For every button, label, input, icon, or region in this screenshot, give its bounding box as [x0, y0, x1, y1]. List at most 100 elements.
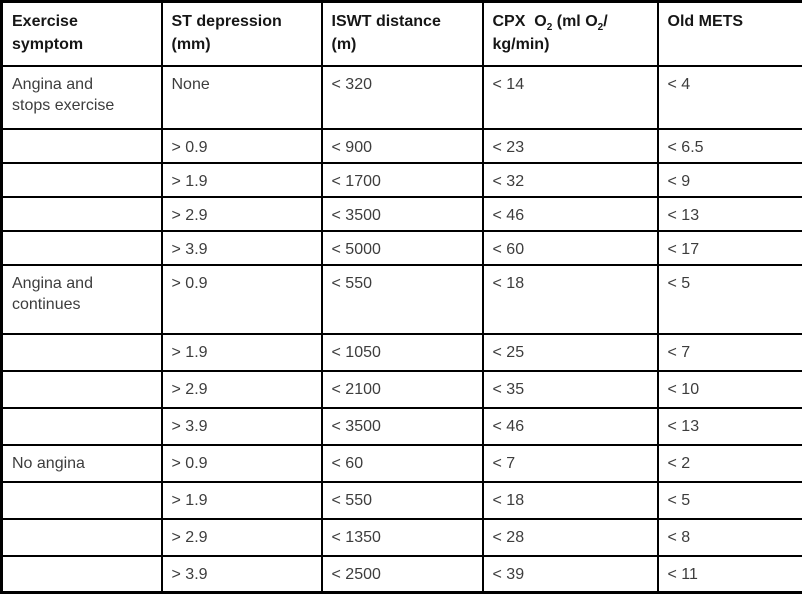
- cpx-o2-cell: < 18: [481, 263, 659, 335]
- st-depression-cell: > 3.9: [160, 554, 323, 594]
- cpx-o2-cell: < 25: [481, 332, 659, 372]
- table-row: > 2.9 < 2100 < 35 < 10: [0, 369, 802, 409]
- symptom-cell: Angina and stops exercise: [0, 64, 163, 130]
- st-depression-cell: > 1.9: [160, 480, 323, 520]
- table-row: > 3.9 < 2500 < 39 < 11: [0, 554, 802, 594]
- header-iswt-distance: ISWT distance (m): [320, 0, 484, 67]
- iswt-distance-cell: < 3500: [320, 406, 484, 446]
- old-mets-cell: < 13: [656, 195, 802, 232]
- cpx-o2-cell: < 18: [481, 480, 659, 520]
- st-depression-cell: > 2.9: [160, 369, 323, 409]
- st-depression-cell: > 2.9: [160, 517, 323, 557]
- iswt-distance-cell: < 60: [320, 443, 484, 483]
- iswt-distance-cell: < 1350: [320, 517, 484, 557]
- table-row: No angina > 0.9 < 60 < 7 < 2: [0, 443, 802, 483]
- old-mets-cell: < 9: [656, 161, 802, 198]
- st-depression-cell: > 3.9: [160, 406, 323, 446]
- symptom-cell: [0, 480, 163, 520]
- cpx-o2-cell: < 23: [481, 127, 659, 164]
- symptom-cell: [0, 127, 163, 164]
- st-depression-cell: > 3.9: [160, 229, 323, 266]
- symptom-cell: [0, 517, 163, 557]
- iswt-distance-cell: < 900: [320, 127, 484, 164]
- iswt-distance-cell: < 1050: [320, 332, 484, 372]
- st-depression-cell: > 0.9: [160, 263, 323, 335]
- iswt-distance-cell: < 3500: [320, 195, 484, 232]
- iswt-distance-cell: < 2100: [320, 369, 484, 409]
- table-row: > 1.9 < 550 < 18 < 5: [0, 480, 802, 520]
- header-line: ST depression: [171, 13, 282, 30]
- table-row: Angina and stops exercise None < 320 < 14…: [0, 64, 802, 130]
- table-row: Angina and continues > 0.9 < 550 < 18 < 5: [0, 263, 802, 335]
- cpx-o2-cell: < 14: [481, 64, 659, 130]
- table-row: > 2.9 < 3500 < 46 < 13: [0, 195, 802, 232]
- iswt-distance-cell: < 320: [320, 64, 484, 130]
- header-line: kg/min): [492, 36, 550, 53]
- header-line: CPX O: [492, 13, 547, 30]
- cpx-o2-cell: < 46: [481, 195, 659, 232]
- header-line: ISWT distance: [331, 13, 441, 30]
- old-mets-cell: < 4: [656, 64, 802, 130]
- iswt-distance-cell: < 5000: [320, 229, 484, 266]
- cpx-o2-cell: < 39: [481, 554, 659, 594]
- old-mets-cell: < 2: [656, 443, 802, 483]
- old-mets-cell: < 11: [656, 554, 802, 594]
- header-line: (m): [331, 36, 357, 53]
- old-mets-cell: < 5: [656, 480, 802, 520]
- symptom-cell: [0, 195, 163, 232]
- old-mets-cell: < 17: [656, 229, 802, 266]
- st-depression-cell: > 2.9: [160, 195, 323, 232]
- header-exercise-symptom: Exercise symptom: [0, 0, 163, 67]
- table-row: > 2.9 < 1350 < 28 < 8: [0, 517, 802, 557]
- table-row: > 1.9 < 1700 < 32 < 9: [0, 161, 802, 198]
- o2-subscript: 2: [546, 22, 553, 34]
- st-depression-cell: > 1.9: [160, 332, 323, 372]
- cpx-o2-cell: < 46: [481, 406, 659, 446]
- old-mets-cell: < 7: [656, 332, 802, 372]
- header-line: /: [603, 13, 608, 30]
- old-mets-cell: < 10: [656, 369, 802, 409]
- header-line: (mm): [171, 36, 211, 53]
- st-depression-cell: > 0.9: [160, 127, 323, 164]
- header-line: Exercise: [12, 13, 78, 30]
- table-row: > 1.9 < 1050 < 25 < 7: [0, 332, 802, 372]
- header-row: Exercise symptom ST depression (mm) ISWT d…: [0, 0, 802, 67]
- st-depression-cell: > 1.9: [160, 161, 323, 198]
- cpx-o2-cell: < 35: [481, 369, 659, 409]
- symptom-cell: No angina: [0, 443, 163, 483]
- symptom-line: continues: [12, 295, 81, 313]
- st-depression-cell: None: [160, 64, 323, 130]
- table-row: > 0.9 < 900 < 23 < 6.5: [0, 127, 802, 164]
- symptom-line: Angina and: [12, 274, 93, 292]
- table-row: > 3.9 < 5000 < 60 < 17: [0, 229, 802, 266]
- old-mets-cell: < 8: [656, 517, 802, 557]
- iswt-distance-cell: < 2500: [320, 554, 484, 594]
- header-line: (ml O: [552, 13, 598, 30]
- symptom-cell: [0, 161, 163, 198]
- symptom-line: No angina: [12, 454, 85, 472]
- symptom-cell: Angina and continues: [0, 263, 163, 335]
- table-row: > 3.9 < 3500 < 46 < 13: [0, 406, 802, 446]
- iswt-distance-cell: < 550: [320, 263, 484, 335]
- iswt-distance-cell: < 1700: [320, 161, 484, 198]
- symptom-cell: [0, 406, 163, 446]
- old-mets-cell: < 13: [656, 406, 802, 446]
- symptom-line: stops exercise: [12, 96, 115, 114]
- header-old-mets: Old METS: [656, 0, 802, 67]
- symptom-cell: [0, 554, 163, 594]
- symptom-cell: [0, 369, 163, 409]
- cpx-o2-cell: < 28: [481, 517, 659, 557]
- old-mets-cell: < 6.5: [656, 127, 802, 164]
- header-line: symptom: [12, 36, 84, 53]
- header-st-depression: ST depression (mm): [160, 0, 323, 67]
- old-mets-cell: < 5: [656, 263, 802, 335]
- cpx-o2-cell: < 60: [481, 229, 659, 266]
- symptom-cell: [0, 229, 163, 266]
- symptom-cell: [0, 332, 163, 372]
- symptom-line: Angina and: [12, 75, 93, 93]
- header-cpx-o2: CPX O2 (ml O2/kg/min): [481, 0, 659, 67]
- header-line: Old METS: [667, 13, 744, 30]
- cpx-o2-cell: < 7: [481, 443, 659, 483]
- cpx-o2-cell: < 32: [481, 161, 659, 198]
